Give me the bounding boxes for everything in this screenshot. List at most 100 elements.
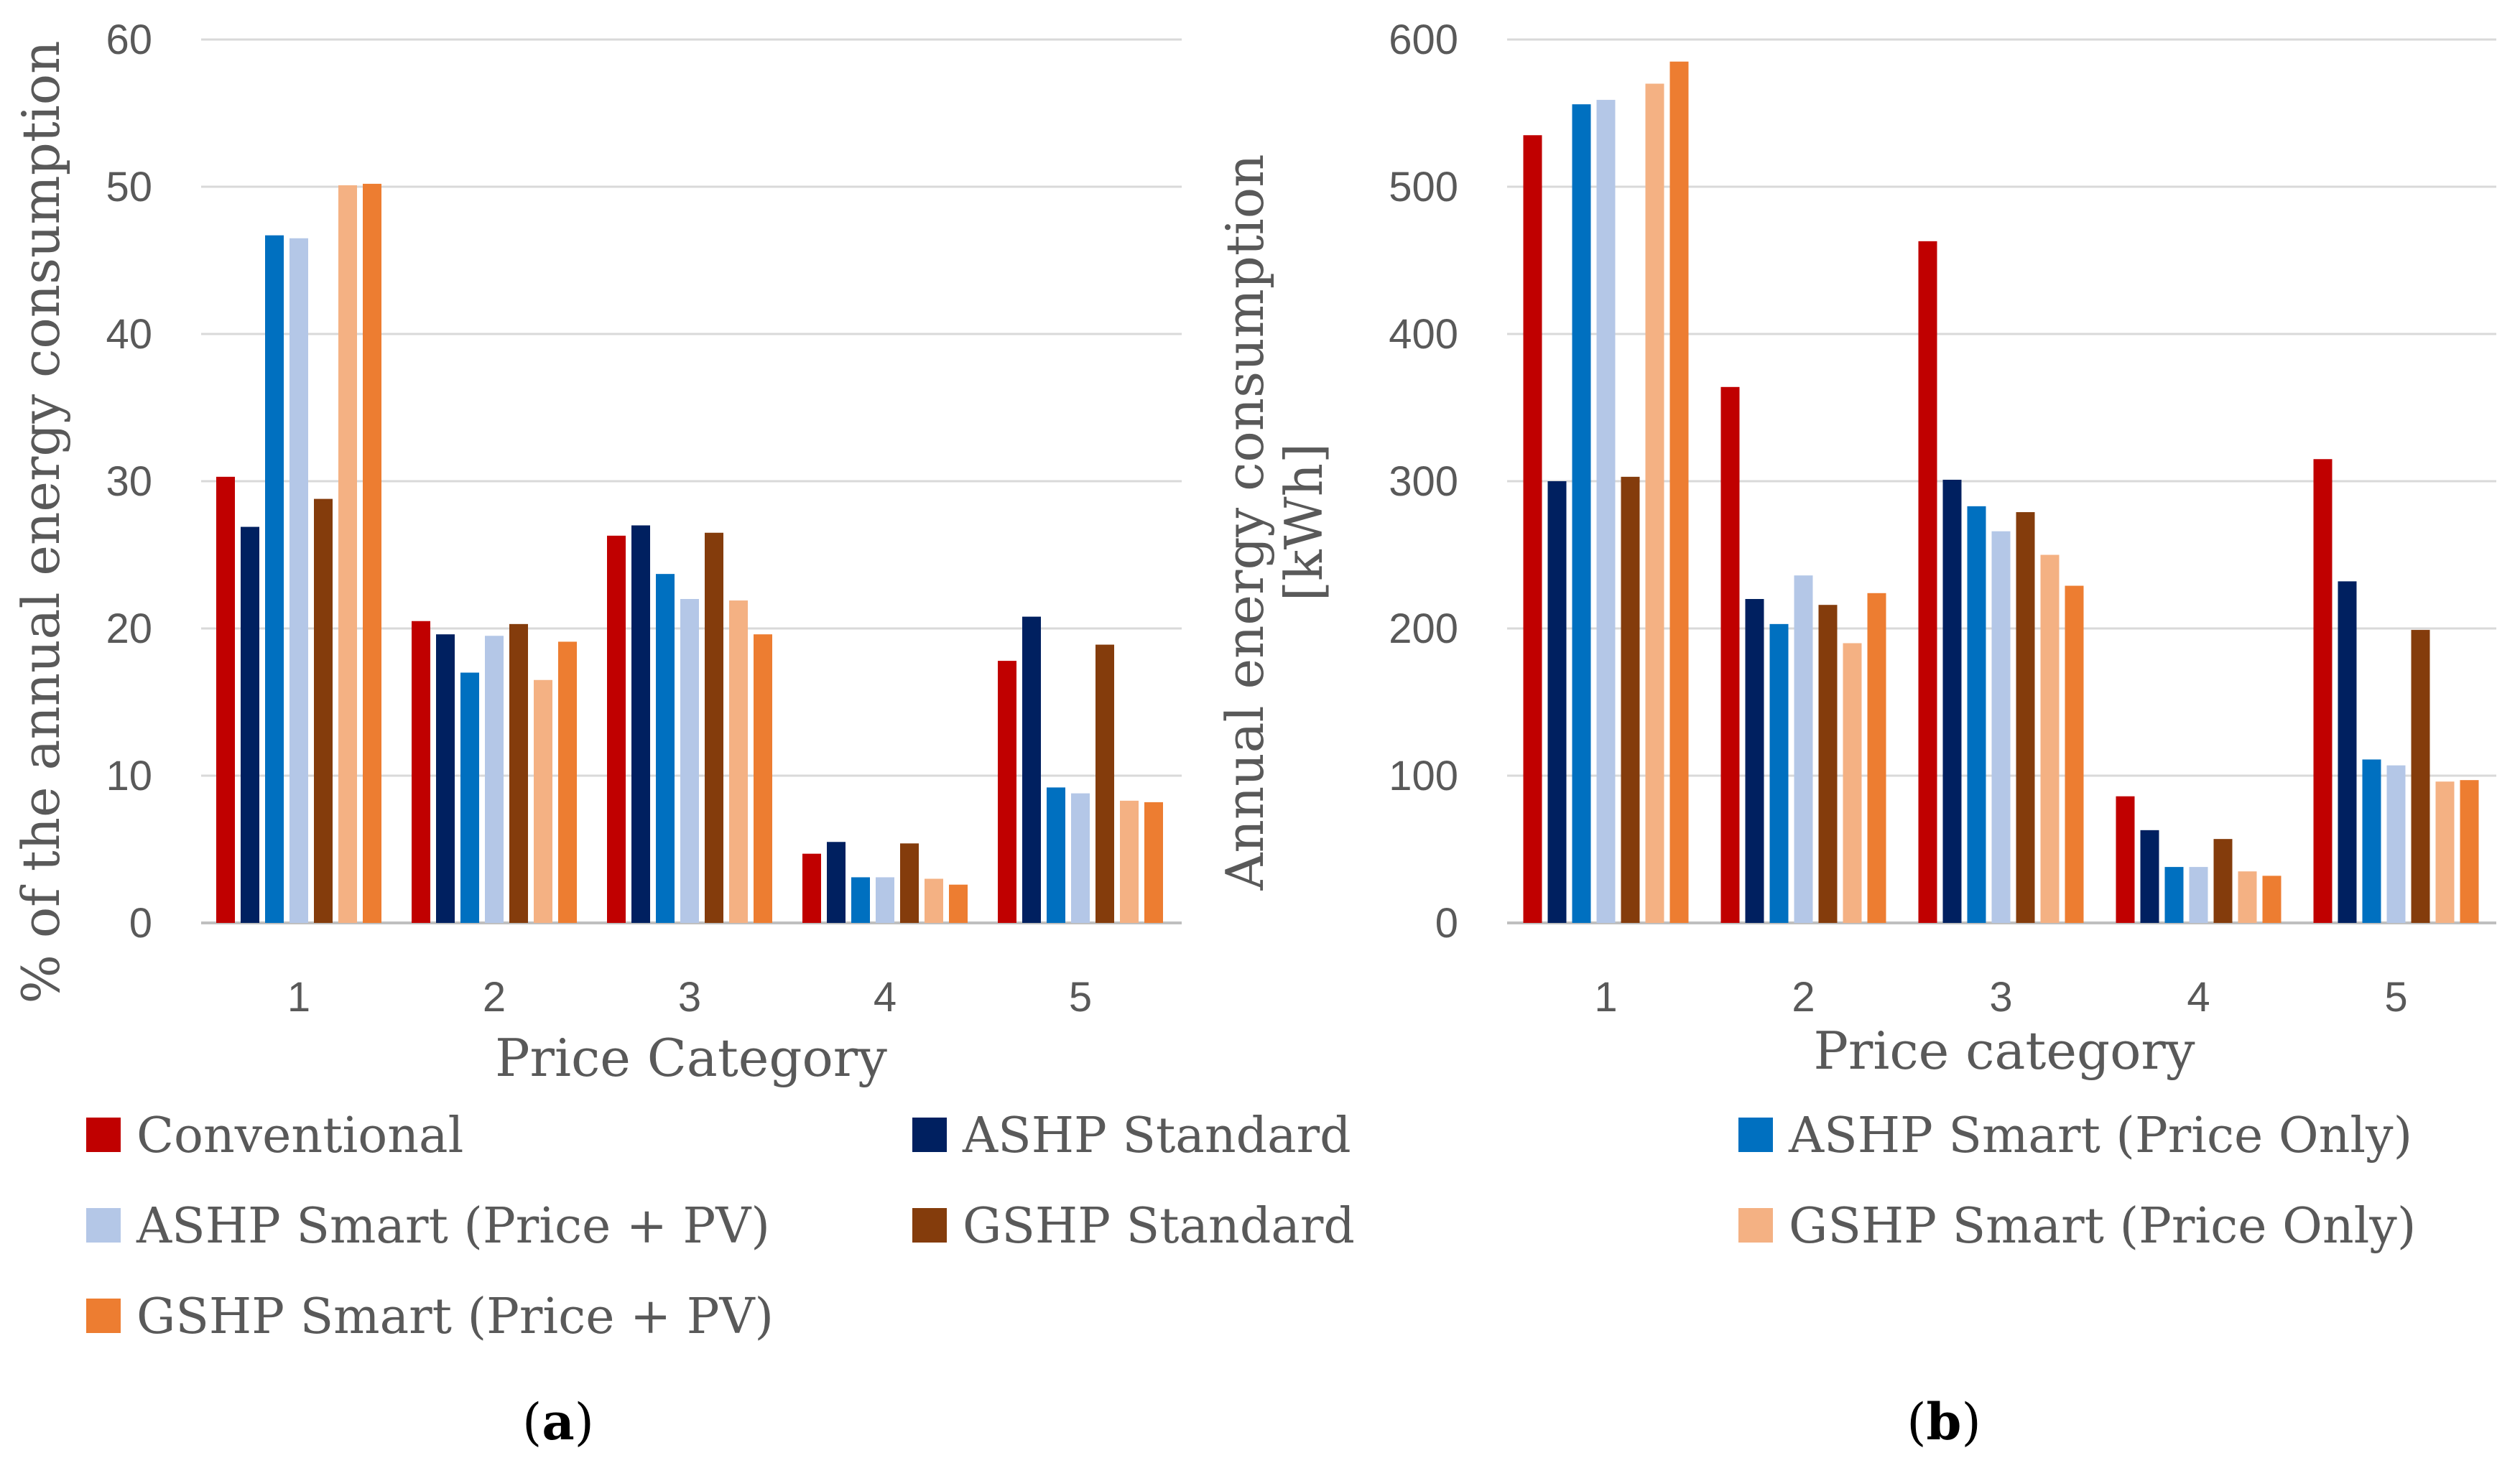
chart-b-x-tick-label: 4 (2187, 974, 2210, 1021)
chart-a-x-tick-label: 5 (1069, 974, 1092, 1021)
chart-a-bar: ASHP Smart (Price Only) (2): 17 (460, 672, 479, 923)
chart-b-y-tick-label: 100 (1389, 753, 1458, 799)
chart-a-y-axis-title: % of the annual energy consumption (11, 41, 71, 1004)
chart-b-y-ticks: 0 100 200 300 400 500 600 (1389, 17, 1458, 947)
chart-b-bar: ASHP Smart (Price + PV) (2): 236 (1794, 575, 1813, 923)
chart-b-x-tick-label: 3 (1989, 974, 2012, 1021)
legend-label: ASHP Smart (Price + PV) (136, 1198, 770, 1255)
caption-a-close: ) (575, 1393, 594, 1452)
chart-b-x-tick-label: 5 (2384, 974, 2407, 1021)
caption-b-close: ) (1961, 1393, 1981, 1452)
chart-a-bar: ASHP Standard (4): 5.5 (827, 842, 846, 923)
chart-b-bar: ASHP Standard (5): 232 (2338, 581, 2357, 923)
chart-a-y-ticks: 0 10 20 30 40 50 60 (106, 17, 152, 947)
chart-b-bar: GSHP Smart (Price + PV) (4): 32 (2262, 876, 2282, 923)
caption-b: (b) (1907, 1392, 1981, 1452)
chart-a-x-tick-label: 1 (287, 974, 310, 1021)
chart-a-y-tick-label: 50 (106, 164, 152, 210)
chart-b-bar: ASHP Standard (3): 301 (1942, 479, 1962, 923)
chart-a-y-tick-label: 20 (106, 605, 152, 652)
chart-a-bar: ASHP Standard (5): 20.8 (1022, 616, 1041, 923)
chart-a-bar: Conventional (2): 20.5 (412, 621, 430, 923)
chart-a-bar: GSHP Smart (Price Only) (3): 21.9 (729, 600, 748, 923)
legend-swatch (1738, 1208, 1773, 1243)
chart-b-bar: GSHP Smart (Price + PV) (5): 97 (2460, 780, 2479, 923)
chart-b-bar: GSHP Standard (1): 303 (1621, 476, 1640, 923)
legend-swatch (912, 1208, 947, 1243)
chart-a: 0 10 20 30 40 50 60 Conventional (1): 30.3 ASHP… (11, 17, 1182, 1088)
chart-a-bar: ASHP Smart (Price + PV) (5): 8.8 (1071, 793, 1090, 923)
chart-a-y-tick-label: 40 (106, 311, 152, 358)
chart-b-bar: GSHP Standard (2): 216 (1818, 605, 1838, 923)
chart-a-x-tick-label: 3 (678, 974, 701, 1021)
chart-a-x-tick-label: 2 (483, 974, 506, 1021)
chart-b-bar: ASHP Standard (1): 300 (1547, 481, 1567, 923)
chart-b-bar: GSHP Standard (4): 57 (2213, 839, 2233, 923)
chart-a-y-tick-label: 0 (129, 900, 152, 947)
chart-a-x-axis-title: Price Category (495, 1028, 887, 1088)
legend-swatch (912, 1118, 947, 1152)
chart-a-bar: Conventional (3): 26.3 (607, 535, 626, 923)
chart-a-bar: ASHP Smart (Price Only) (4): 3.1 (851, 877, 870, 923)
legend-swatch (86, 1118, 121, 1152)
chart-a-bar: GSHP Standard (1): 28.8 (314, 498, 333, 923)
chart-a-bar: ASHP Standard (3): 27 (631, 525, 650, 923)
chart-b-y-tick-label: 0 (1435, 900, 1458, 947)
chart-b-bar: ASHP Smart (Price Only) (2): 203 (1769, 623, 1789, 923)
chart-b-bar: ASHP Smart (Price Only) (4): 38 (2164, 867, 2184, 923)
chart-a-bar: GSHP Smart (Price Only) (5): 8.3 (1120, 800, 1139, 923)
chart-b-bar: Conventional (4): 86 (2116, 796, 2135, 923)
chart-a-bar: ASHP Smart (Price Only) (3): 23.7 (656, 574, 675, 923)
chart-b-bar: GSHP Smart (Price Only) (2): 190 (1843, 643, 1862, 923)
chart-b-x-tick-label: 1 (1594, 974, 1617, 1021)
chart-a-bar: ASHP Smart (Price + PV) (3): 22 (680, 599, 699, 923)
chart-a-bar: ASHP Smart (Price Only) (5): 9.2 (1047, 787, 1065, 923)
chart-b-bar: ASHP Standard (4): 63 (2140, 830, 2159, 923)
chart-b-x-ticks: 1 2 3 4 5 (1594, 974, 2407, 1021)
chart-a-bar: GSHP Smart (Price + PV) (4): 2.6 (949, 884, 968, 923)
legend-label: GSHP Smart (Price + PV) (136, 1288, 774, 1345)
chart-b-bar: Conventional (1): 535 (1523, 135, 1542, 923)
chart-a-bar: Conventional (4): 4.7 (802, 853, 821, 923)
chart-b-bar: ASHP Smart (Price Only) (1): 556 (1572, 104, 1591, 924)
chart-a-bar: Conventional (5): 17.8 (998, 661, 1016, 923)
chart-a-bar: ASHP Smart (Price + PV) (2): 19.5 (485, 636, 504, 923)
chart-b-x-axis-title: Price category (1813, 1021, 2195, 1081)
chart-b-x-tick-label: 2 (1792, 974, 1815, 1021)
chart-a-bar: GSHP Smart (Price Only) (4): 3 (925, 878, 943, 923)
chart-b-bar: ASHP Standard (2): 220 (1745, 599, 1764, 923)
chart-b-bar: Conventional (5): 315 (2313, 459, 2333, 923)
caption-a-open: ( (522, 1393, 542, 1452)
chart-b-bar: GSHP Standard (5): 199 (2411, 630, 2430, 923)
chart-b-bar: GSHP Smart (Price + PV) (1): 585 (1669, 61, 1689, 923)
chart-a-bar: GSHP Standard (2): 20.3 (509, 623, 528, 923)
chart-a-y-tick-label: 10 (106, 753, 152, 799)
chart-b-bar: GSHP Smart (Price Only) (5): 96 (2435, 781, 2455, 923)
chart-a-bar: ASHP Smart (Price + PV) (1): 46.5 (289, 238, 308, 923)
legend-label: Conventional (136, 1108, 463, 1164)
caption-b-open: ( (1907, 1393, 1926, 1452)
chart-b-bar: ASHP Smart (Price Only) (5): 111 (2362, 759, 2381, 923)
chart-b-y-axis-title-line-1: Annual energy consumption (1215, 154, 1275, 891)
legend: Conventional ASHP Standard ASHP Smart (Pri… (86, 1108, 2416, 1345)
chart-b-bar: ASHP Smart (Price + PV) (3): 266 (1991, 531, 2011, 923)
chart-b-y-tick-label: 600 (1389, 17, 1458, 63)
chart-b-bar: ASHP Smart (Price + PV) (1): 559 (1596, 100, 1616, 923)
chart-b-bar: GSHP Smart (Price Only) (1): 570 (1645, 83, 1664, 923)
chart-b-y-axis-title-line-2: [kWh] (1274, 443, 1334, 601)
chart-b-y-tick-label: 500 (1389, 164, 1458, 210)
chart-a-bar: GSHP Smart (Price Only) (1): 50.1 (338, 185, 357, 924)
chart-b-bars: Conventional (1): 535 ASHP Standard (1): … (1523, 61, 2479, 924)
chart-b-bar: Conventional (2): 364 (1720, 386, 1740, 923)
legend-swatch (86, 1208, 121, 1243)
legend-label: ASHP Smart (Price Only) (1788, 1108, 2412, 1164)
chart-a-y-tick-label: 30 (106, 458, 152, 505)
legend-label: GSHP Smart (Price Only) (1789, 1198, 2416, 1255)
chart-b-bar: ASHP Smart (Price Only) (3): 283 (1967, 506, 1986, 923)
caption-a: (a) (522, 1392, 594, 1452)
chart-b: 0 100 200 300 400 500 600 Conventional (1): 53… (1215, 17, 2496, 1081)
chart-a-bar: GSHP Standard (4): 5.4 (900, 843, 919, 923)
chart-b-bar: GSHP Standard (3): 279 (2016, 512, 2035, 923)
legend-label: GSHP Standard (963, 1198, 1355, 1255)
